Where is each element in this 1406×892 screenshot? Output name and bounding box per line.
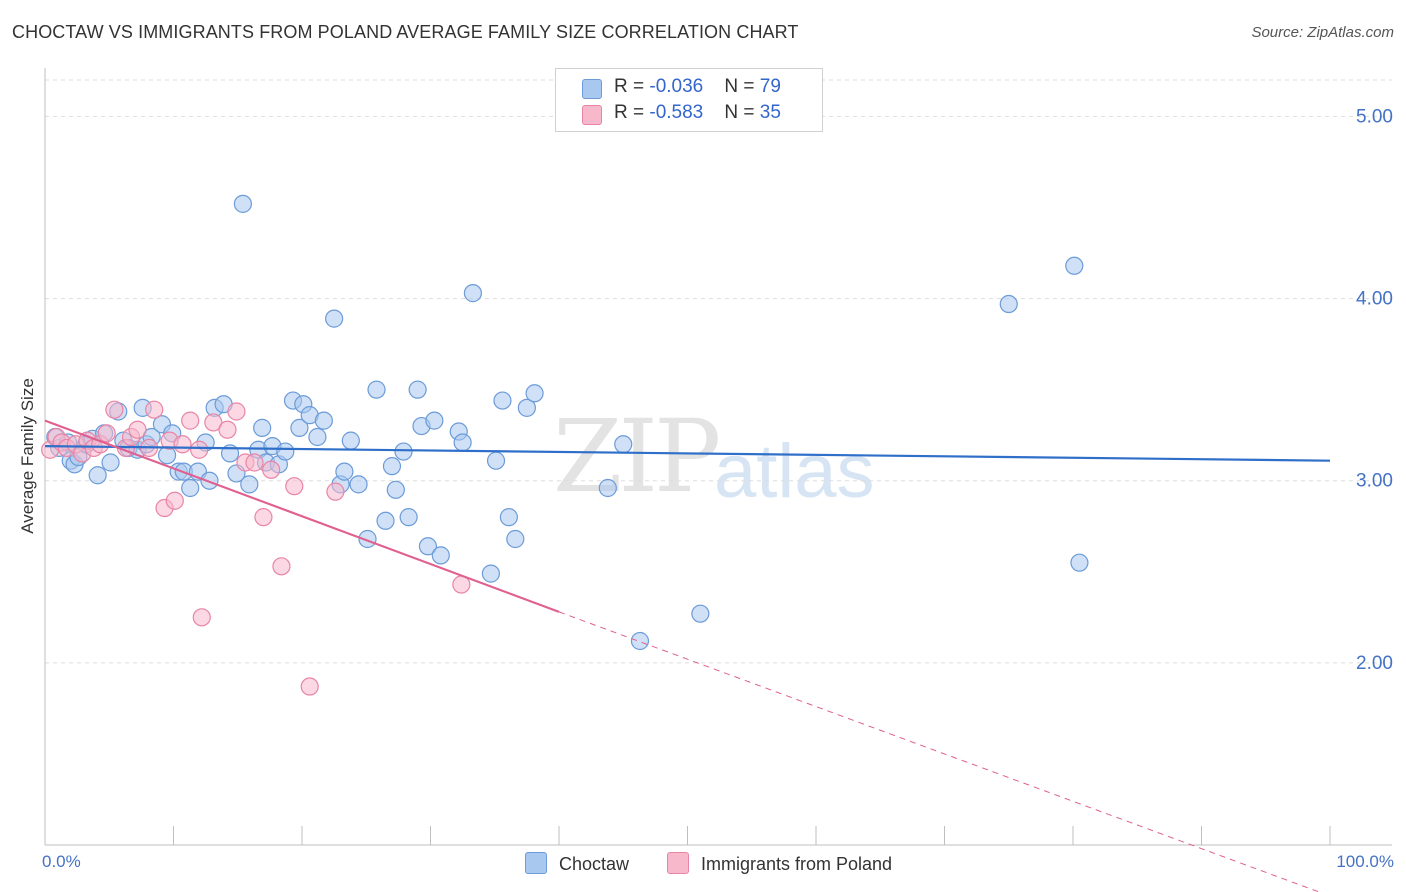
poland-point (165, 491, 184, 510)
choctaw-point (376, 511, 395, 530)
source-label: Source: ZipAtlas.com (1251, 24, 1394, 41)
stats-text: R = -0.036 N = 79 (614, 76, 781, 98)
choctaw-point (382, 457, 402, 476)
poland-trend-line (44, 419, 560, 613)
y-tick-label: 4.00 (1356, 289, 1393, 310)
legend-label-poland: Immigrants from Poland (701, 854, 893, 874)
choctaw-point (240, 475, 259, 494)
choctaw-point (614, 435, 633, 454)
poland-swatch (582, 105, 602, 125)
choctaw-trend-line (44, 445, 1331, 462)
poland-point (190, 440, 209, 459)
poland-point (192, 608, 211, 627)
poland-point (272, 557, 291, 576)
x-tick-label-min: 0.0% (42, 852, 81, 871)
choctaw-point (233, 194, 252, 213)
n-label: N = (724, 76, 760, 97)
poland-point (262, 460, 281, 479)
watermark-zip: ZIP (553, 398, 721, 515)
choctaw-point (598, 478, 617, 498)
choctaw-point (399, 508, 418, 527)
choctaw-point (290, 418, 309, 437)
choctaw-point (308, 427, 327, 447)
y-tick-label: 5.00 (1356, 106, 1393, 127)
poland-point (218, 420, 237, 439)
poland-point (300, 677, 319, 696)
choctaw-point (181, 478, 200, 498)
r-label: R = (614, 76, 650, 97)
stats-legend: R = -0.036 N = 79 R = -0.583 N = 35 (555, 68, 823, 132)
r-value: -0.583 (649, 102, 704, 123)
choctaw-point (431, 546, 450, 565)
y-tick-label: 3.00 (1356, 471, 1393, 492)
poland-point (181, 411, 200, 430)
r-value: -0.036 (649, 76, 704, 97)
chart-title: CHOCTAW VS IMMIGRANTS FROM POLAND AVERAG… (12, 22, 799, 42)
x-tick-label-max: 100.0% (1336, 852, 1394, 871)
poland-point (326, 482, 345, 501)
y-tick-label: 2.00 (1356, 653, 1393, 674)
choctaw-point (418, 537, 438, 556)
choctaw-point (101, 453, 120, 472)
choctaw-point (253, 418, 272, 437)
choctaw-point (341, 431, 360, 450)
n-label: N = (724, 102, 760, 123)
choctaw-point (630, 631, 650, 651)
legend-item-choctaw[interactable]: Choctaw (525, 852, 629, 875)
choctaw-point (506, 529, 525, 549)
poland-point (105, 400, 124, 419)
choctaw-point (517, 398, 536, 417)
choctaw-point (408, 380, 427, 399)
poland-trend-line-extension (558, 611, 1321, 892)
choctaw-point (525, 384, 544, 403)
choctaw-point (394, 442, 413, 461)
choctaw-point (349, 475, 368, 494)
n-value: 35 (759, 102, 781, 123)
poland-legend-swatch (667, 852, 689, 874)
poland-point (173, 435, 192, 454)
poland-point (128, 420, 147, 439)
poland-point (245, 453, 264, 472)
poland-point (227, 402, 246, 421)
poland-point (204, 413, 223, 432)
choctaw-point (999, 294, 1018, 314)
poland-point (254, 508, 273, 527)
choctaw-point (499, 508, 518, 527)
poland-point (145, 400, 164, 419)
y-axis-label: Average Family Size (18, 378, 37, 534)
choctaw-point (276, 442, 295, 461)
poland-point (97, 424, 116, 443)
choctaw-point (367, 380, 386, 399)
watermark-atlas: atlas (714, 429, 875, 514)
choctaw-point (463, 284, 483, 303)
choctaw-point (691, 604, 710, 623)
choctaw-point (88, 466, 107, 485)
legend-item-poland[interactable]: Immigrants from Poland (667, 852, 892, 875)
choctaw-point (453, 433, 472, 452)
stats-text: R = -0.583 N = 35 (614, 102, 781, 124)
choctaw-point (386, 480, 405, 499)
choctaw-point (486, 451, 506, 470)
choctaw-swatch (582, 79, 602, 99)
n-value: 79 (759, 76, 781, 97)
choctaw-point (1070, 553, 1089, 572)
choctaw-point (314, 411, 333, 430)
legend-label-choctaw: Choctaw (559, 854, 630, 874)
choctaw-point (1065, 256, 1084, 275)
choctaw-point (481, 564, 500, 583)
choctaw-legend-swatch (525, 852, 547, 874)
choctaw-point (493, 391, 512, 410)
poland-point (285, 477, 304, 496)
choctaw-point (335, 462, 354, 481)
choctaw-point (325, 309, 344, 328)
choctaw-point (425, 411, 444, 430)
r-label: R = (614, 102, 650, 123)
